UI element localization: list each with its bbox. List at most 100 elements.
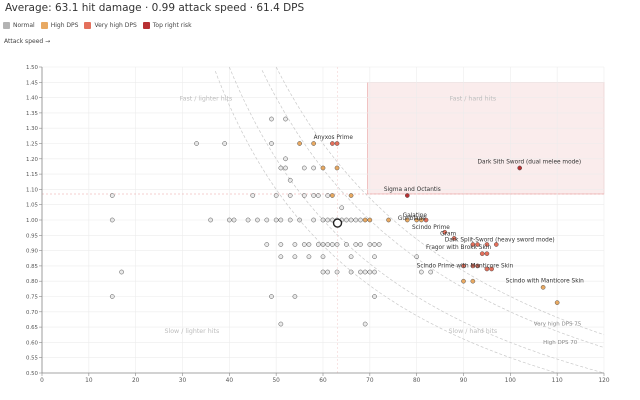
- point-label: Fragor with Brokk Skin: [426, 245, 491, 251]
- data-point: [348, 254, 354, 260]
- data-point: [325, 193, 331, 198]
- data-point: [493, 242, 499, 247]
- legend-item-normal[interactable]: Normal: [3, 22, 35, 29]
- data-point: [306, 242, 312, 247]
- data-point: [362, 217, 368, 223]
- data-point: [297, 217, 302, 223]
- data-point: [367, 242, 373, 247]
- data-point: [287, 177, 293, 183]
- data-point: [540, 284, 546, 290]
- data-point: [372, 269, 377, 275]
- y-tick-label: 0.95: [26, 233, 38, 239]
- y-tick-label: 1.00: [26, 218, 39, 224]
- data-point: [330, 242, 335, 247]
- y-tick-label: 1.20: [26, 157, 39, 163]
- x-tick-label: 80: [413, 378, 421, 384]
- data-point: [358, 217, 363, 223]
- data-point: [330, 193, 335, 198]
- data-point: [362, 269, 368, 275]
- x-tick-label: 40: [226, 378, 234, 384]
- data-point: [311, 193, 316, 198]
- y-tick-label: 0.55: [26, 356, 38, 362]
- data-point: [414, 217, 420, 223]
- data-point: [306, 254, 312, 260]
- data-point: [292, 294, 298, 299]
- data-point: [423, 217, 429, 223]
- legend-label-very-high-dps: Very high DPS: [94, 22, 137, 29]
- legend-item-high-dps[interactable]: High DPS: [40, 22, 79, 29]
- x-tick-label: 110: [552, 378, 563, 384]
- data-point: [461, 278, 466, 284]
- data-point: [376, 242, 382, 247]
- data-point: [301, 193, 307, 198]
- data-point: [484, 251, 490, 257]
- data-point: [517, 165, 523, 171]
- data-point: [109, 217, 115, 223]
- data-point: [278, 217, 284, 223]
- data-point: [339, 205, 345, 211]
- point-label: Scindo Prime: [412, 225, 450, 231]
- y-tick-label: 0.80: [26, 279, 39, 285]
- data-point: [311, 165, 316, 171]
- y-tick-label: 0.50: [26, 371, 39, 377]
- y-tick-label: 0.70: [26, 310, 39, 316]
- point-label: Sigma and Octantis: [384, 187, 441, 193]
- data-point: [372, 254, 377, 260]
- data-point: [245, 217, 251, 223]
- data-point: [278, 321, 284, 327]
- y-tick-label: 0.85: [26, 264, 38, 270]
- quadrant-label: Slow / lighter hits: [164, 328, 219, 335]
- data-point: [269, 294, 274, 299]
- legend-label-top-right-risk: Top right risk: [152, 22, 192, 29]
- chart-legend: Normal High DPS Very high DPS Top right …: [3, 22, 192, 29]
- data-point: [404, 193, 410, 198]
- point-label: Dark Sith Sword (dual melee mode): [478, 159, 582, 165]
- data-point: [283, 116, 288, 122]
- average-marker: [332, 218, 343, 228]
- data-point: [479, 251, 485, 257]
- points-layer: [109, 116, 560, 327]
- data-point: [287, 217, 293, 223]
- y-tick-label: 1.40: [26, 96, 39, 102]
- legend-item-top-right-risk[interactable]: Top right risk: [142, 22, 192, 29]
- data-point: [428, 269, 434, 275]
- data-point: [325, 269, 331, 275]
- dps-curve-75: [275, 66, 605, 336]
- data-point: [470, 278, 476, 284]
- legend-item-very-high-dps[interactable]: Very high DPS: [84, 22, 137, 29]
- legend-label-high-dps: High DPS: [50, 22, 79, 29]
- legend-swatch-top-right-risk: [142, 22, 150, 29]
- data-point: [554, 300, 560, 305]
- data-point: [344, 217, 349, 223]
- data-point: [320, 254, 326, 260]
- data-point: [470, 242, 476, 247]
- data-point: [334, 269, 340, 275]
- data-point: [358, 269, 363, 275]
- data-point: [269, 116, 274, 122]
- quadrant-labels-layer: Fast / lighter hits Fast / hard hits Slow …: [164, 96, 497, 336]
- x-tick-label: 90: [460, 378, 468, 384]
- data-point: [367, 269, 373, 275]
- x-tick-label: 100: [505, 378, 516, 384]
- quadrant-label: Fast / hard hits: [450, 96, 497, 103]
- data-point: [325, 217, 331, 223]
- data-point: [470, 263, 476, 269]
- data-point: [475, 263, 480, 269]
- data-point: [278, 165, 284, 171]
- data-point: [325, 242, 331, 247]
- y-tick-label: 0.90: [26, 249, 39, 255]
- legend-label-normal: Normal: [13, 22, 35, 29]
- data-point: [278, 254, 284, 260]
- data-point: [264, 217, 270, 223]
- legend-swatch-very-high-dps: [84, 22, 92, 29]
- data-point: [208, 217, 213, 223]
- point-label: Gunblade: [398, 216, 426, 222]
- dps-curve-55: [214, 70, 558, 374]
- data-point: [442, 229, 448, 235]
- data-point: [320, 165, 326, 171]
- point-label: Gram: [440, 231, 456, 237]
- data-point: [226, 217, 232, 223]
- data-point: [250, 193, 256, 198]
- data-point: [194, 141, 199, 146]
